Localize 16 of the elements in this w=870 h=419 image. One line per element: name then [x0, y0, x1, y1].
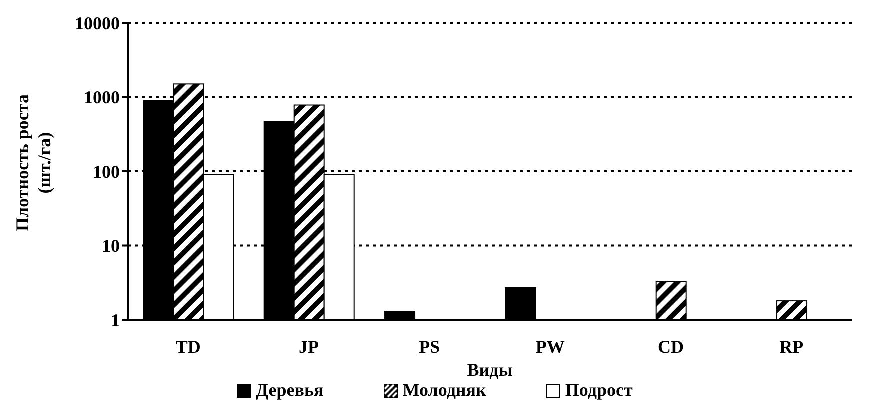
y-tick-label: 1 — [111, 310, 120, 330]
legend-label: Подрост — [564, 380, 633, 401]
x-tick-label: JP — [299, 336, 319, 357]
y-tick-label: 10 — [102, 236, 120, 256]
x-tick-label: TD — [176, 336, 201, 357]
x-tick-label: PS — [419, 336, 440, 357]
legend-label: Деревья — [255, 380, 324, 401]
x-axis-title: Виды — [467, 360, 513, 380]
y-tick-label: 1000 — [84, 88, 120, 108]
y-tick-label: 10000 — [75, 13, 120, 34]
x-tick-label: PW — [536, 336, 565, 357]
x-tick-label: RP — [780, 336, 804, 357]
x-tick-label: CD — [658, 336, 684, 357]
y-tick-label: 100 — [93, 162, 120, 182]
y-axis-title: Плотность роста (шт./га) — [11, 94, 55, 232]
legend-label: Молодняк — [402, 380, 486, 401]
